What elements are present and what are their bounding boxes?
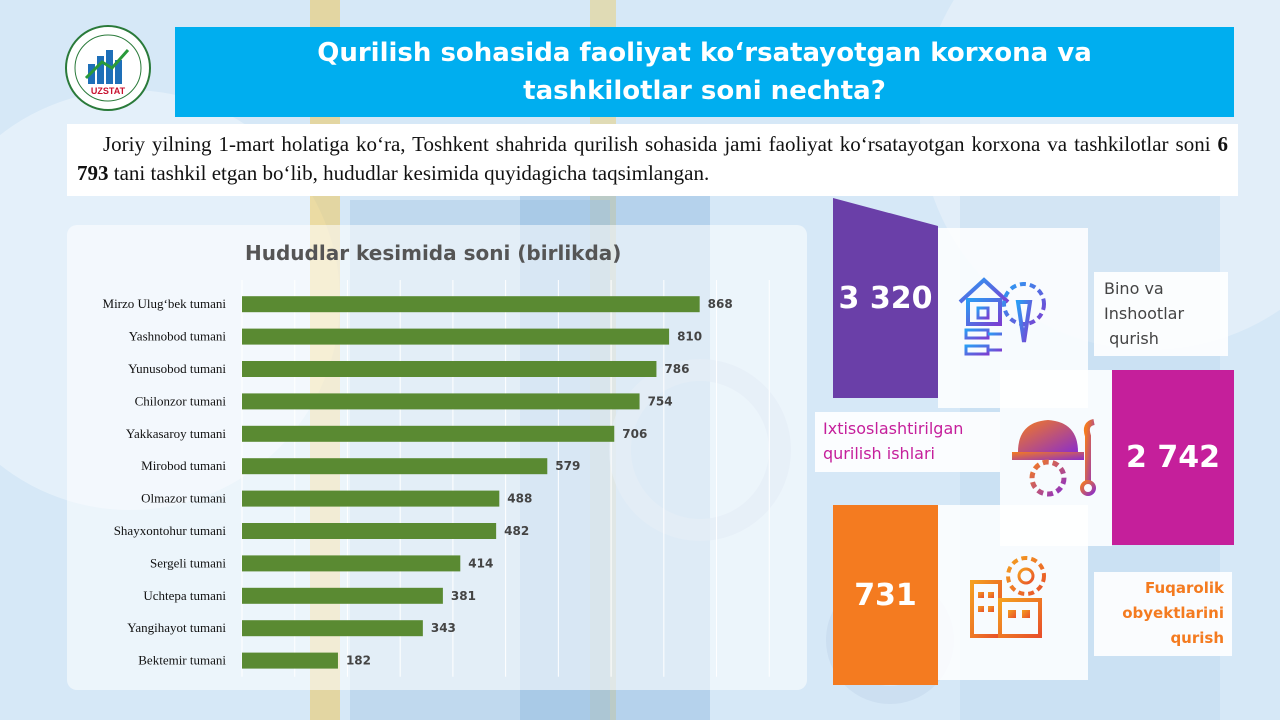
bar-value-label: 706 (622, 427, 647, 441)
bar (242, 458, 548, 475)
uzstat-logo: UZSTAT (64, 24, 152, 112)
bar-value-label: 414 (468, 556, 493, 570)
category-label: Yangihayot tumani (127, 620, 226, 635)
bar (242, 490, 500, 507)
stat-value-2: 2 742 (1126, 440, 1220, 475)
category-label: Bektemir tumani (138, 653, 226, 668)
page-title: Qurilish sohasida faoliyat ko‘rsatayotga… (175, 27, 1234, 117)
stat-label-1-line-3: qurish (1104, 329, 1159, 348)
intro-text-1: Joriy yilning 1-mart holatiga ko‘ra, Tos… (103, 132, 1211, 156)
category-label: Chilonzor tumani (135, 393, 227, 408)
bar (242, 523, 497, 539)
stat-label-1-line-1: Bino va (1104, 279, 1164, 298)
stat-label-3-line-1: Fuqarolik (1145, 579, 1224, 597)
stat-value-1: 3 320 (838, 280, 933, 316)
stat-label-1: Bino va Inshootlar qurish (1094, 272, 1228, 356)
bar (242, 296, 700, 313)
bar (242, 328, 670, 345)
category-label: Mirobod tumani (141, 458, 226, 473)
stat-label-3: Fuqarolik obyektlarini qurish (1094, 572, 1232, 656)
bar-value-label: 381 (451, 589, 476, 603)
stat-value-box-3: 731 (833, 505, 938, 685)
category-label: Sergeli tumani (150, 555, 226, 570)
category-label: Yakkasaroy tumani (126, 426, 227, 441)
bar-value-label: 343 (431, 621, 456, 635)
bar (242, 555, 461, 572)
title-line-2: tashkilotlar soni nechta? (523, 76, 886, 106)
stat-label-3-line-2: obyektlarini (1122, 604, 1224, 622)
logo-text: UZSTAT (91, 86, 126, 96)
intro-total: 6 793 (77, 132, 1228, 185)
bar-value-label: 754 (648, 394, 673, 408)
factory-gear-icon (964, 552, 1054, 648)
bar (242, 361, 657, 377)
chart-title: Hududlar kesimida soni (birlikda) (245, 241, 622, 265)
stat-panel-3 (938, 505, 1088, 680)
category-label: Shayxontohur tumani (114, 523, 227, 538)
stat-label-2-line-1: Ixtisoslashtirilgan (823, 419, 964, 438)
helmet-wrench-icon (1008, 410, 1108, 504)
intro-text-2: tani tashkil etgan bo‘lib, hududlar kesi… (113, 161, 710, 185)
category-label: Mirzo Ulug‘bek tumani (103, 296, 227, 311)
stat-label-1-line-2: Inshootlar (1104, 304, 1185, 323)
bar-value-label: 182 (346, 654, 371, 668)
bar-value-label: 488 (507, 492, 532, 506)
chart-grid (241, 280, 770, 677)
bar-value-label: 579 (555, 459, 580, 473)
stat-value-box-1: 3 320 (833, 198, 938, 398)
title-line-1: Qurilish sohasida faoliyat ko‘rsatayotga… (317, 38, 1092, 68)
intro-paragraph: Joriy yilning 1-mart holatiga ko‘ra, Tos… (67, 124, 1238, 196)
bar-value-label: 810 (677, 330, 702, 344)
bar (242, 425, 615, 442)
category-label: Uchtepa tumani (143, 588, 226, 603)
bar-value-label: 868 (708, 297, 733, 311)
category-label: Yashnobod tumani (129, 329, 227, 344)
bar (242, 587, 443, 604)
stat-label-2: Ixtisoslashtirilgan qurilish ishlari (815, 412, 1000, 472)
bar (242, 652, 338, 669)
stat-value-box-2: 2 742 (1112, 370, 1234, 545)
bar-value-label: 482 (504, 524, 529, 538)
bar-value-label: 786 (664, 362, 689, 376)
stat-value-3: 731 (854, 577, 917, 613)
category-label: Olmazor tumani (141, 491, 226, 506)
stat-label-3-line-3: qurish (1170, 629, 1224, 647)
category-label: Yunusobod tumani (128, 361, 226, 376)
building-gear-icon (956, 268, 1048, 364)
stat-label-2-line-2: qurilish ishlari (823, 444, 935, 463)
bar (242, 620, 423, 637)
bar-chart: Mirzo Ulug‘bek tumani 868 Yashnobod tumani… (103, 280, 770, 677)
bar (242, 393, 640, 410)
